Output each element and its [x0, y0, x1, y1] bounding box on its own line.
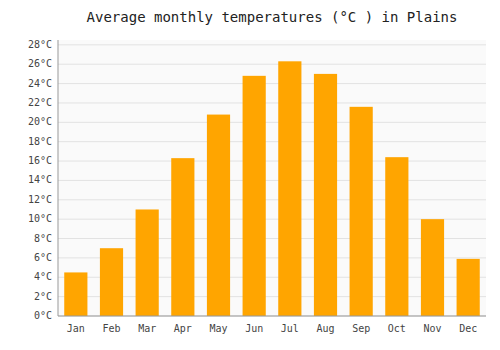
grid-line [58, 180, 486, 181]
grid-line [58, 44, 486, 45]
y-tick-label: 2°C [34, 291, 52, 302]
x-tick-label: Mar [138, 323, 156, 334]
y-tick-label: 24°C [28, 78, 52, 89]
x-tick-label: Feb [102, 323, 120, 334]
grid-line [58, 199, 486, 200]
grid [58, 45, 486, 316]
bar [421, 219, 444, 316]
y-axis-line [58, 40, 59, 316]
y-tick-label: 6°C [34, 252, 52, 263]
bar [207, 115, 230, 316]
x-tick-label: Oct [388, 323, 406, 334]
bar [350, 107, 373, 316]
x-tick-label: Aug [316, 323, 334, 334]
bar [136, 209, 159, 316]
bar [171, 158, 194, 316]
x-tick-label: May [209, 323, 227, 334]
y-tick-label: 20°C [28, 116, 52, 127]
bar [100, 248, 123, 316]
bar [385, 157, 408, 316]
y-tick-label: 12°C [28, 194, 52, 205]
x-tick-label: Sep [352, 323, 370, 334]
x-tick-label: Jan [67, 323, 85, 334]
x-axis: Jan Feb Mar Apr May Jun Jul Aug Sep Oct Nov Dec [58, 316, 486, 334]
y-tick-label: 16°C [28, 155, 52, 166]
x-tick-label: Nov [423, 323, 441, 334]
y-tick-label: 26°C [28, 58, 52, 69]
x-tick-label: Jul [281, 323, 299, 334]
bar [278, 61, 301, 316]
bar [243, 76, 266, 316]
grid-line [58, 122, 486, 123]
grid-line [58, 102, 486, 103]
chart: 0°C 2°C 4°C 6°C 8°C 10°C 12°C 14°C 16°C 18°C 20°C 2… [0, 0, 500, 350]
bar [457, 259, 480, 316]
bars [64, 61, 480, 316]
chart-container: 0°C 2°C 4°C 6°C 8°C 10°C 12°C 14°C 16°C 18°C 20°C 2… [0, 0, 500, 350]
y-tick-label: 10°C [28, 213, 52, 224]
y-tick-label: 28°C [28, 39, 52, 50]
x-axis-line [58, 316, 486, 317]
y-axis: 0°C 2°C 4°C 6°C 8°C 10°C 12°C 14°C 16°C 18°C 20°C 2… [28, 39, 58, 321]
grid-line [58, 316, 486, 317]
grid-line [58, 161, 486, 162]
x-tick-label: Apr [174, 323, 192, 334]
y-tick-label: 4°C [34, 271, 52, 282]
title: Average monthly temperatures (°C ) in Pl… [87, 9, 458, 25]
x-tick-label: Dec [459, 323, 477, 334]
y-tick-label: 18°C [28, 136, 52, 147]
x-tick-label: Jun [245, 323, 263, 334]
y-tick-label: 14°C [28, 174, 52, 185]
y-tick-label: 22°C [28, 97, 52, 108]
plot-area [58, 40, 486, 316]
grid-line [58, 141, 486, 142]
bar [314, 74, 337, 316]
grid-line [58, 64, 486, 65]
y-tick-label: 8°C [34, 233, 52, 244]
grid-line [58, 83, 486, 84]
bar [64, 272, 87, 316]
y-tick-label: 0°C [34, 310, 52, 321]
